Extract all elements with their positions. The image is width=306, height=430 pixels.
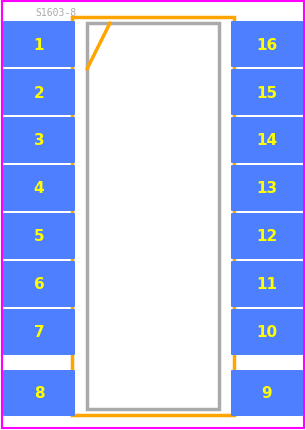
- FancyBboxPatch shape: [231, 309, 303, 355]
- Bar: [87, 24, 219, 409]
- FancyBboxPatch shape: [231, 22, 303, 68]
- Text: 6: 6: [34, 277, 44, 292]
- Text: S1603-8: S1603-8: [35, 8, 76, 18]
- FancyBboxPatch shape: [3, 118, 75, 164]
- Text: 4: 4: [34, 181, 44, 196]
- Text: 1: 1: [34, 37, 44, 52]
- Text: 15: 15: [256, 85, 278, 100]
- Text: 3: 3: [34, 133, 44, 148]
- Text: 16: 16: [256, 37, 278, 52]
- Text: 2: 2: [34, 85, 44, 100]
- FancyBboxPatch shape: [231, 166, 303, 212]
- FancyBboxPatch shape: [3, 70, 75, 116]
- FancyBboxPatch shape: [3, 309, 75, 355]
- FancyBboxPatch shape: [3, 261, 75, 307]
- FancyBboxPatch shape: [231, 370, 303, 416]
- Text: 8: 8: [34, 386, 44, 401]
- FancyBboxPatch shape: [231, 261, 303, 307]
- FancyBboxPatch shape: [3, 370, 75, 416]
- FancyBboxPatch shape: [3, 22, 75, 68]
- Text: 7: 7: [34, 325, 44, 340]
- Text: 5: 5: [34, 229, 44, 244]
- Text: 11: 11: [256, 277, 278, 292]
- Bar: [72, 18, 234, 415]
- Text: 9: 9: [262, 386, 272, 401]
- Text: 14: 14: [256, 133, 278, 148]
- Text: 13: 13: [256, 181, 278, 196]
- FancyBboxPatch shape: [3, 166, 75, 212]
- FancyBboxPatch shape: [231, 118, 303, 164]
- FancyBboxPatch shape: [3, 214, 75, 259]
- Text: 10: 10: [256, 325, 278, 340]
- FancyBboxPatch shape: [231, 214, 303, 259]
- Text: 12: 12: [256, 229, 278, 244]
- FancyBboxPatch shape: [231, 70, 303, 116]
